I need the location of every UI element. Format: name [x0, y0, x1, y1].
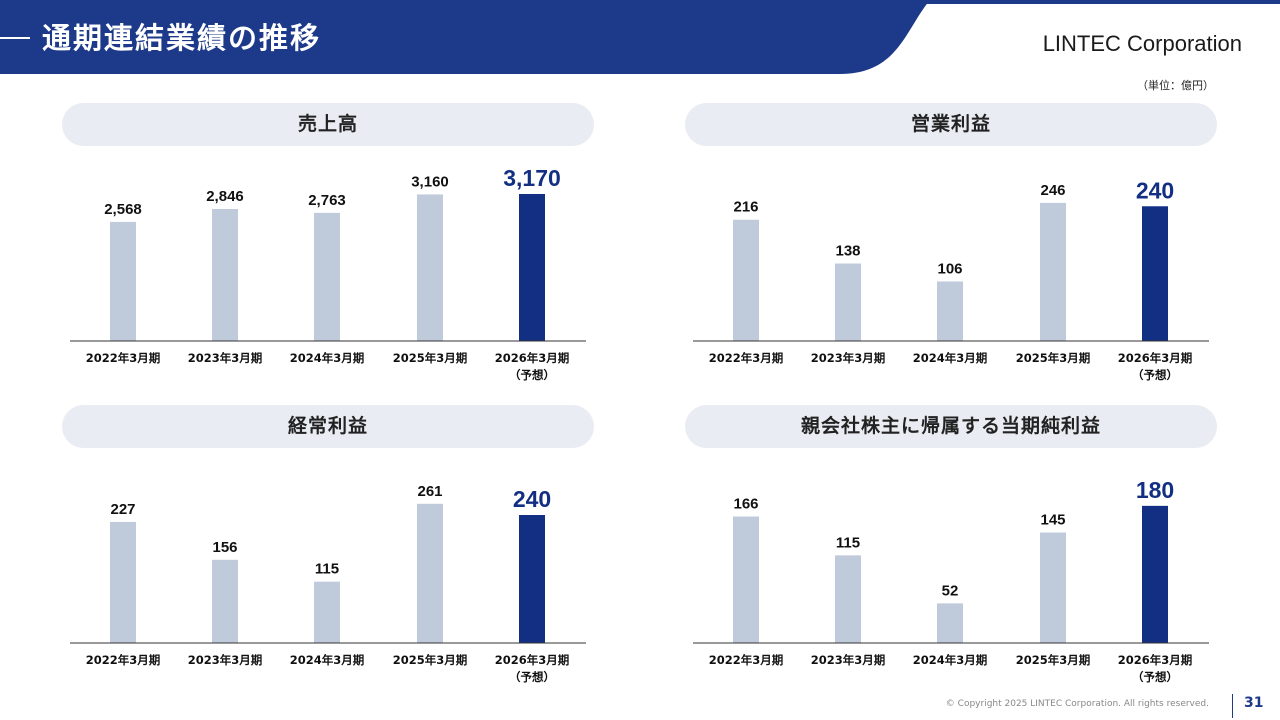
panel-title: 売上高 [62, 103, 594, 146]
bar [733, 219, 759, 341]
x-tick-label: 2025年3月期 [1016, 653, 1091, 667]
bar [937, 603, 963, 643]
bar-value-label: 166 [733, 496, 758, 513]
bar [417, 503, 443, 643]
bar [314, 581, 340, 643]
bar [417, 194, 443, 341]
x-tick-label: 2023年3月期 [188, 351, 263, 365]
bar-value-label: 216 [733, 199, 758, 216]
panel-ordinary-income: 経常利益 227 2022年3月期 156 2023年3月期 115 2024年3月期 26… [62, 405, 594, 695]
x-tick-label: 2026年3月期 [495, 653, 570, 667]
bar [314, 212, 340, 341]
panel-operating-income: 営業利益 216 2022年3月期 138 2023年3月期 106 2024年3月期 24… [685, 103, 1217, 393]
header-band-shape [0, 0, 1280, 74]
bar [835, 263, 861, 341]
x-tick-label: 2024年3月期 [290, 653, 365, 667]
company-logo-text: LINTEC Corporation [1042, 31, 1242, 56]
bar-value-label: 2,763 [308, 192, 346, 209]
bar-value-label: 115 [836, 534, 860, 551]
bar [212, 559, 238, 643]
x-tick-label: 2023年3月期 [811, 653, 886, 667]
x-tick-label: 2025年3月期 [393, 351, 468, 365]
x-tick-note: （予想） [509, 670, 555, 684]
bar [1040, 202, 1066, 341]
x-tick-label: 2025年3月期 [1016, 351, 1091, 365]
operating-income-chart: 216 2022年3月期 138 2023年3月期 106 2024年3月期 246 2025… [693, 177, 1209, 382]
page-title: 通期連結業績の推移 [42, 21, 322, 55]
bar [733, 516, 759, 643]
bar-value-label: 138 [835, 243, 860, 260]
x-tick-label: 2023年3月期 [811, 351, 886, 365]
x-tick-note: （予想） [1132, 670, 1178, 684]
unit-note: （単位：億円） [1137, 79, 1214, 92]
header-band: 通期連結業績の推移 LINTEC Corporation [0, 0, 1280, 76]
net-income-chart: 166 2022年3月期 115 2023年3月期 52 2024年3月期 145 2025年… [693, 477, 1209, 684]
bar-value-label: 52 [942, 582, 959, 599]
forecast-bar [519, 515, 545, 643]
bar-value-label: 246 [1040, 182, 1065, 199]
bar [937, 281, 963, 341]
footer-separator [1232, 694, 1233, 718]
forecast-value-label: 240 [513, 486, 551, 512]
panel-title: 営業利益 [685, 103, 1217, 146]
bar [835, 555, 861, 643]
forecast-value-label: 240 [1136, 177, 1174, 203]
forecast-value-label: 180 [1136, 477, 1174, 503]
bar-value-label: 2,846 [206, 188, 244, 205]
x-tick-label: 2025年3月期 [393, 653, 468, 667]
x-tick-note: （予想） [1132, 368, 1178, 382]
bar-value-label: 2,568 [104, 201, 142, 218]
page-number: 31 [1244, 695, 1264, 711]
x-tick-label: 2022年3月期 [86, 351, 161, 365]
forecast-bar [1142, 206, 1168, 341]
x-tick-label: 2022年3月期 [86, 653, 161, 667]
panel-net-sales: 売上高 2,568 2022年3月期 2,846 2023年3月期 2,763 2024年… [62, 103, 594, 393]
bar [212, 209, 238, 341]
bar-value-label: 3,160 [411, 173, 449, 190]
x-tick-label: 2024年3月期 [913, 653, 988, 667]
x-tick-label: 2026年3月期 [1118, 351, 1193, 365]
bar-value-label: 115 [315, 561, 339, 578]
forecast-value-label: 3,170 [503, 165, 561, 191]
x-tick-label: 2022年3月期 [709, 653, 784, 667]
panel-title: 経常利益 [62, 405, 594, 448]
ordinary-income-chart: 227 2022年3月期 156 2023年3月期 115 2024年3月期 261 2025… [70, 483, 586, 684]
bar-value-label: 106 [937, 260, 962, 277]
bar-value-label: 227 [110, 501, 135, 518]
bar-value-label: 145 [1040, 512, 1065, 529]
bar-value-label: 261 [417, 483, 442, 500]
forecast-bar [1142, 505, 1168, 643]
bar [110, 221, 136, 341]
panel-net-income: 親会社株主に帰属する当期純利益 166 2022年3月期 115 2023年3月期 52… [685, 405, 1217, 695]
x-tick-note: （予想） [509, 368, 555, 382]
x-tick-label: 2022年3月期 [709, 351, 784, 365]
panel-title: 親会社株主に帰属する当期純利益 [685, 405, 1217, 448]
copyright: © Copyright 2025 LINTEC Corporation. All… [945, 699, 1209, 709]
bar [110, 521, 136, 643]
bar [1040, 532, 1066, 643]
net-sales-chart: 2,568 2022年3月期 2,846 2023年3月期 2,763 2024年3月期 3… [70, 165, 586, 382]
bar-value-label: 156 [212, 539, 237, 556]
x-tick-label: 2026年3月期 [1118, 653, 1193, 667]
title-dash [0, 37, 30, 39]
x-tick-label: 2024年3月期 [290, 351, 365, 365]
x-tick-label: 2026年3月期 [495, 351, 570, 365]
x-tick-label: 2024年3月期 [913, 351, 988, 365]
x-tick-label: 2023年3月期 [188, 653, 263, 667]
forecast-bar [519, 193, 545, 341]
